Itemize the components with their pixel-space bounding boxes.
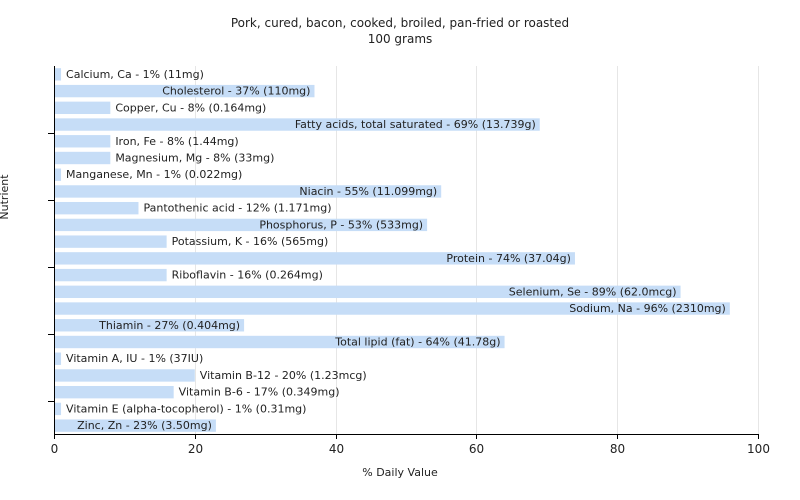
bar-label-6: Manganese, Mn - 1% (0.022mg) <box>66 168 242 181</box>
bar-5 <box>54 151 111 165</box>
bar-14 <box>54 302 730 315</box>
chart-subtitle: 100 grams <box>367 32 433 46</box>
bar-label-2: Copper, Cu - 8% (0.164mg) <box>115 101 266 114</box>
bar-3 <box>54 118 540 131</box>
bar-label-13: Selenium, Se - 89% (62.0mcg) <box>509 285 677 298</box>
bar-label-12: Riboflavin - 16% (0.264mg) <box>172 269 323 282</box>
x-axis-label: % Daily Value <box>362 466 438 479</box>
bar-17 <box>54 352 62 365</box>
bar-1 <box>54 84 315 98</box>
bar-2 <box>54 101 111 115</box>
x-tick-label-1: 20 <box>188 442 203 456</box>
bar-15 <box>54 319 245 332</box>
bar-label-18: Vitamin B-12 - 20% (1.23mcg) <box>200 369 367 382</box>
x-tick-label-2: 40 <box>329 442 344 456</box>
bar-label-14: Sodium, Na - 96% (2310mg) <box>569 302 726 315</box>
bar-11 <box>54 252 575 265</box>
bar-21 <box>54 419 216 432</box>
bar-18 <box>54 369 195 382</box>
y-axis-label: Nutrient <box>0 174 11 220</box>
bar-label-21: Zinc, Zn - 23% (3.50mg) <box>77 419 212 432</box>
x-tick-label-3: 60 <box>469 442 484 456</box>
bar-7 <box>54 185 442 198</box>
bar-16 <box>54 335 505 349</box>
bar-4 <box>54 135 111 148</box>
bar-label-5: Magnesium, Mg - 8% (33mg) <box>115 152 274 165</box>
bar-label-1: Cholesterol - 37% (110mg) <box>162 85 310 98</box>
bar-label-9: Phosphorus, P - 53% (533mg) <box>259 218 423 231</box>
bar-label-10: Potassium, K - 16% (565mg) <box>172 235 329 248</box>
chart-title: Pork, cured, bacon, cooked, broiled, pan… <box>230 16 570 30</box>
bar-label-17: Vitamin A, IU - 1% (37IU) <box>66 352 203 365</box>
bar-label-11: Protein - 74% (37.04g) <box>446 252 571 265</box>
bar-label-8: Pantothenic acid - 12% (1.171mg) <box>143 202 331 215</box>
x-tick-label-4: 80 <box>610 442 625 456</box>
bar-19 <box>54 385 174 399</box>
bar-label-19: Vitamin B-6 - 17% (0.349mg) <box>179 386 340 399</box>
bar-label-20: Vitamin E (alpha-tocopherol) - 1% (0.31m… <box>66 402 306 415</box>
bar-6 <box>54 168 62 181</box>
bar-12 <box>54 268 167 282</box>
bar-13 <box>54 285 681 299</box>
bar-label-7: Niacin - 55% (11.099mg) <box>299 185 437 198</box>
x-tick-label-0: 0 <box>51 442 59 456</box>
bar-9 <box>54 218 428 232</box>
bar-label-16: Total lipid (fat) - 64% (41.78g) <box>334 336 500 349</box>
bar-0 <box>54 68 62 81</box>
bar-label-3: Fatty acids, total saturated - 69% (13.7… <box>295 118 536 131</box>
bar-8 <box>54 201 139 215</box>
bar-20 <box>54 402 62 416</box>
bar-10 <box>54 235 167 248</box>
bar-label-4: Iron, Fe - 8% (1.44mg) <box>115 135 238 148</box>
bar-label-15: Thiamin - 27% (0.404mg) <box>98 319 240 332</box>
x-tick-label-5: 100 <box>747 442 770 456</box>
bar-label-0: Calcium, Ca - 1% (11mg) <box>66 68 204 81</box>
